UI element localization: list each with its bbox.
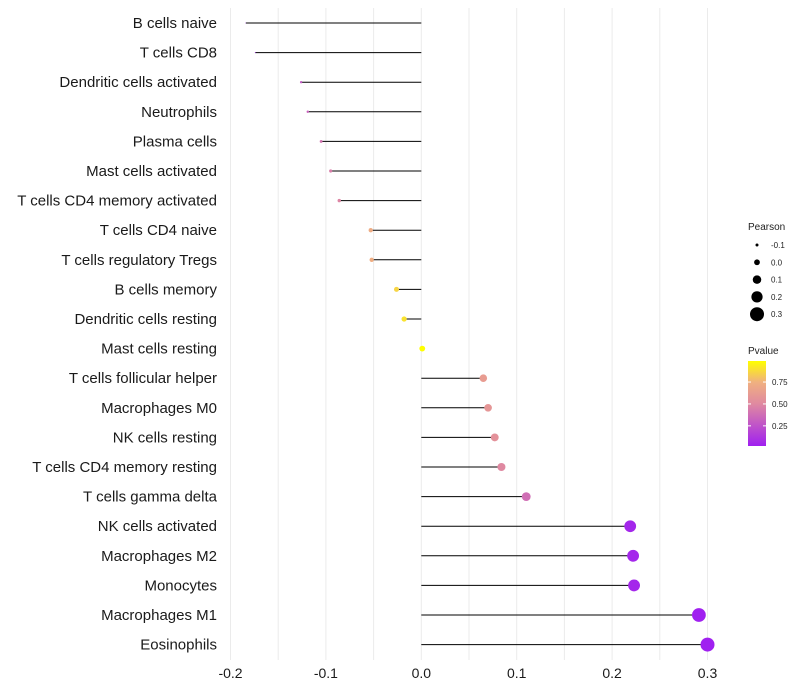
lollipop-dot	[419, 345, 426, 352]
category-label: Dendritic cells activated	[59, 74, 217, 91]
category-label: Macrophages M1	[101, 607, 217, 624]
lollipop-dot	[497, 462, 506, 472]
size-legend-key	[751, 291, 763, 303]
lollipop-dot	[624, 520, 637, 533]
lollipop-dot	[692, 608, 706, 622]
lollipop-dot	[369, 257, 374, 262]
x-tick-label: 0.0	[412, 665, 432, 681]
lollipop-dot	[700, 637, 715, 652]
lollipop-dots	[245, 22, 715, 652]
category-label: Plasma cells	[133, 133, 217, 150]
category-label: Mast cells activated	[86, 163, 217, 180]
lollipop-dot	[627, 549, 640, 562]
lollipop-dot	[254, 52, 256, 54]
lollipop-dot	[479, 374, 488, 382]
category-label: Monocytes	[144, 577, 217, 594]
category-label: Mast cells resting	[101, 341, 217, 358]
category-label: Eosinophils	[140, 637, 217, 654]
category-label: Dendritic cells resting	[74, 311, 217, 328]
x-tick-label: -0.1	[314, 665, 338, 681]
size-legend-title: Pearson	[748, 222, 785, 233]
size-legend-key	[750, 307, 764, 322]
category-label: T cells CD4 memory resting	[32, 459, 217, 476]
color-legend-title: Pvalue	[748, 346, 779, 357]
size-legend-label: 0.0	[771, 258, 783, 267]
category-label: Macrophages M0	[101, 400, 217, 417]
x-axis-ticks: -0.2 -0.1 0.0 0.1 0.2 0.3	[218, 665, 717, 681]
x-tick-label: 0.1	[507, 665, 527, 681]
lollipop-dot	[319, 139, 323, 143]
category-label: Neutrophils	[141, 104, 217, 121]
size-legend-key	[755, 243, 759, 247]
color-legend-label: 0.75	[772, 378, 788, 387]
lollipop-dot	[245, 22, 247, 24]
color-legend-label: 0.25	[772, 422, 788, 431]
category-label: T cells regulatory Tregs	[61, 252, 217, 269]
size-legend-label: 0.2	[771, 293, 783, 302]
lollipop-dot	[490, 433, 499, 442]
size-legend-key	[754, 259, 760, 266]
size-legend-key	[752, 275, 762, 284]
size-legend-label: 0.1	[771, 276, 783, 285]
color-legend-label: 0.50	[772, 400, 788, 409]
category-label: T cells gamma delta	[83, 489, 218, 506]
category-label: NK cells resting	[113, 429, 217, 446]
x-tick-label: 0.2	[602, 665, 622, 681]
grid-lines	[230, 8, 708, 660]
lollipop-dot	[393, 286, 400, 292]
category-label: NK cells activated	[98, 518, 217, 535]
lollipop-dot	[337, 198, 341, 203]
lollipop-stems	[245, 22, 708, 646]
size-legend: Pearson -0.1 0.0 0.1 0.2 0.3	[748, 222, 785, 322]
category-label: Macrophages M2	[101, 548, 217, 565]
category-label: B cells naive	[133, 15, 217, 32]
lollipop-dot	[521, 492, 531, 501]
lollipop-dot	[628, 579, 640, 592]
category-labels: B cells naive T cells CD8 Dendritic cells …	[17, 15, 217, 654]
x-tick-label: 0.3	[698, 665, 718, 681]
pvalue-colorbar	[748, 361, 766, 446]
lollipop-dot	[401, 316, 407, 322]
size-legend-label: 0.3	[771, 310, 783, 319]
lollipop-dot	[329, 169, 333, 173]
size-legend-label: -0.1	[771, 241, 785, 250]
color-legend: Pvalue 0.75 0.50 0.25	[748, 346, 788, 446]
category-label: T cells CD8	[140, 45, 217, 62]
lollipop-dot	[306, 110, 310, 114]
category-label: T cells CD4 memory activated	[17, 193, 217, 210]
category-label: T cells follicular helper	[69, 370, 217, 387]
x-tick-label: -0.2	[218, 665, 242, 681]
lollipop-dot	[368, 228, 373, 233]
category-label: B cells memory	[114, 281, 217, 298]
category-label: T cells CD4 naive	[100, 222, 217, 239]
lollipop-dot	[484, 403, 492, 412]
lollipop-dot	[299, 81, 303, 84]
